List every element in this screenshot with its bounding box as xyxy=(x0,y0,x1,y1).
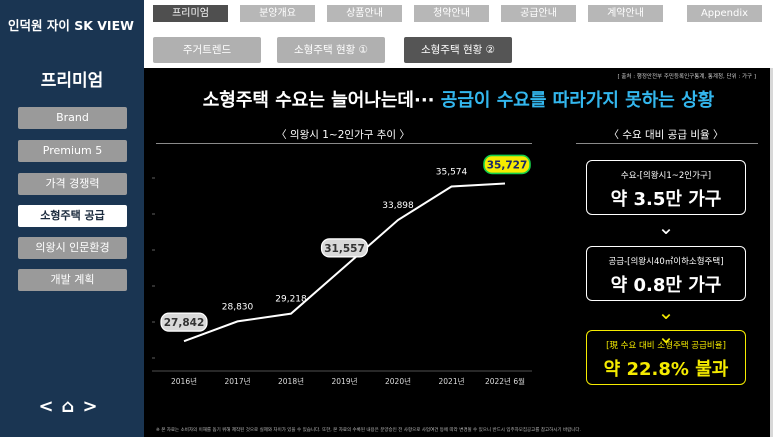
ratio-box: [現 수요 대비 소형주택 공급비율] 약 22.8% 불과 xyxy=(586,330,746,385)
data-label: 35,727 xyxy=(487,159,528,171)
demand-value: 약 3.5만 가구 xyxy=(610,189,722,210)
tab-subscription[interactable]: 청약안내 xyxy=(414,5,489,22)
home-icon[interactable]: ⌂ xyxy=(61,396,83,417)
data-label: 28,830 xyxy=(222,302,254,312)
value-badge xyxy=(160,312,208,332)
tab-overview[interactable]: 분양개요 xyxy=(240,5,315,22)
sidebar-item-small-housing[interactable]: 소형주택 공급 xyxy=(18,205,127,227)
series-line xyxy=(183,182,506,343)
demand-box: 수요-[의왕시1~2인가구] 약 3.5만 가구 xyxy=(586,160,746,215)
subtab-small-housing-1[interactable]: 소형주택 현황 ① xyxy=(277,37,385,63)
sidebar-title: 프리미엄 xyxy=(40,71,104,91)
sidebar-item-humanities[interactable]: 의왕시 인문환경 xyxy=(18,237,127,259)
main-content: [ 출처 : 행정안전부 주민등록인구통계, 통계청, 단위 : 가구 ] 소형… xyxy=(144,68,773,437)
data-label: 31,557 xyxy=(324,243,365,255)
sidebar-item-brand[interactable]: Brand xyxy=(18,107,127,129)
brand-title: 인덕원 자이 SK VIEW xyxy=(8,18,134,33)
subtab-small-housing-2[interactable]: 소형주택 현황 ② xyxy=(404,37,512,63)
tab-premium[interactable]: 프리미엄 xyxy=(153,5,228,22)
divider xyxy=(576,143,758,144)
ratio-title: 〈 수요 대비 공급 비율 〉 xyxy=(608,129,724,141)
x-tick-label: 2018년 xyxy=(278,376,304,386)
x-tick-label: 2022년 6월 xyxy=(485,376,525,386)
supply-box: 공급-[의왕시40㎡이하소형주택] 약 0.8만 가구 xyxy=(586,246,746,301)
tab-appendix[interactable]: Appendix xyxy=(687,5,762,22)
chevron-down-icon: ⌄ xyxy=(657,215,675,239)
data-label: 33,898 xyxy=(382,201,414,211)
headline: 소형주택 수요는 늘어나는데··· 공급이 수요를 따라가지 못하는 상황 xyxy=(144,86,773,112)
y-axis-ticks xyxy=(152,177,155,359)
household-line-chart: 27,842 2016년 28,830 2017년 29,218 2018년 31,557 2… xyxy=(152,154,532,386)
x-tick-label: 2019년 xyxy=(332,376,358,386)
data-label: 29,218 xyxy=(275,295,307,305)
x-tick-label: 2021년 xyxy=(439,376,465,386)
chart-title: 〈 의왕시 1~2인가구 추이 〉 xyxy=(276,129,410,141)
headline-white: 소형주택 수요는 늘어나는데··· xyxy=(202,90,441,111)
ratio-value: 약 22.8% 불과 xyxy=(603,359,729,380)
source-note: [ 출처 : 행정안전부 주민등록인구통계, 통계청, 단위 : 가구 ] xyxy=(617,74,756,80)
headline-cyan: 공급이 수요를 따라가지 못하는 상황 xyxy=(440,90,715,111)
value-badge xyxy=(483,154,531,175)
sidebar-item-premium5[interactable]: Premium 5 xyxy=(18,140,127,162)
sidebar-item-price[interactable]: 가격 경쟁력 xyxy=(18,173,127,195)
footnote: ※ 본 자료는 소비자의 이해를 돕기 위해 제작된 것으로 실제와 차이가 있… xyxy=(156,428,581,433)
supply-label: 공급-[의왕시40㎡이하소형주택] xyxy=(608,257,724,267)
tab-supply[interactable]: 공급안내 xyxy=(501,5,576,22)
prev-icon[interactable]: < xyxy=(38,396,62,417)
sidebar-item-development[interactable]: 개발 계획 xyxy=(18,269,127,291)
tab-contract[interactable]: 계약안내 xyxy=(588,5,663,22)
demand-label: 수요-[의왕시1~2인가구] xyxy=(620,171,712,181)
next-icon[interactable]: > xyxy=(82,396,106,417)
x-tick-label: 2020년 xyxy=(385,376,411,386)
sidebar-nav: <⌂> xyxy=(0,396,144,417)
chart-marks: 27,842 2016년 28,830 2017년 29,218 2018년 31,557 2… xyxy=(160,154,531,386)
value-badge xyxy=(320,238,369,258)
subtab-housing-trend[interactable]: 주거트렌드 xyxy=(153,37,261,63)
top-navigation: 프리미엄 분양개요 상품안내 청약안내 공급안내 계약안내 Appendix 주… xyxy=(144,0,773,68)
supply-value: 약 0.8만 가구 xyxy=(610,275,722,296)
divider xyxy=(156,143,532,144)
ratio-label: [現 수요 대비 소형주택 공급비율] xyxy=(606,341,726,351)
data-label: 27,842 xyxy=(164,317,205,329)
x-tick-label: 2017년 xyxy=(225,376,251,386)
data-label: 35,574 xyxy=(436,168,468,178)
tab-product[interactable]: 상품안내 xyxy=(327,5,402,22)
x-tick-label: 2016년 xyxy=(171,376,197,386)
sidebar: 인덕원 자이 SK VIEW 프리미엄 Brand Premium 5 가격 경… xyxy=(0,0,144,437)
